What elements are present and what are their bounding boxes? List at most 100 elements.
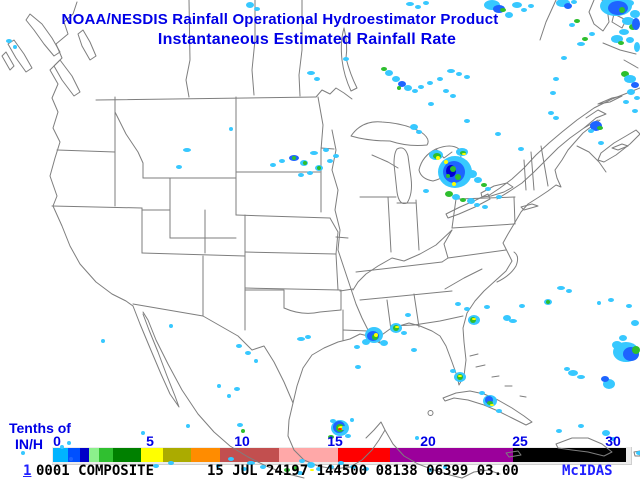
map-boundary-path [413,293,420,328]
rain-cell [632,346,640,354]
map-boundary-path [320,147,335,150]
title-line1: NOAA/NESDIS Rainfall Operational Hydroes… [61,11,499,28]
title-line2: Instantaneous Estimated Rainfall Rate [157,31,457,48]
rain-cell [333,154,339,158]
rain-cell [470,317,476,323]
rain-cell [345,434,351,438]
rain-cell [601,376,609,382]
rain-cell [619,7,625,13]
rain-cell [437,77,443,81]
rain-cell [458,375,462,377]
colorbar-tick-label: 5 [146,433,154,449]
rain-cell [474,177,482,183]
colorbar-segment [338,448,390,462]
rain-cell [246,2,254,8]
map-boundary-path [331,129,374,339]
rain-cell [468,315,480,325]
map-boundary-path [56,149,116,153]
map-boundary-path [335,253,339,291]
rain-cell [327,159,333,163]
rain-cell [603,379,615,389]
rain-cell [626,0,634,6]
rain-cell [429,150,443,160]
rain-cell [619,29,629,35]
rain-cell [354,345,360,349]
rain-cell [229,127,233,131]
rain-cell [450,166,456,172]
rain-cell [427,81,433,85]
rain-cell [487,401,493,405]
rain-cell [292,156,296,160]
map-boundary-path [441,257,449,263]
rain-cell [564,3,572,9]
rain-cell [553,77,559,81]
rain-cell [485,187,491,191]
mcidas-brand: McIDAS [562,463,613,479]
rain-cell [412,89,418,93]
map-boundary-path [418,145,462,182]
rain-cell [624,75,636,83]
rain-cell [380,340,388,346]
map-boundary-path [443,229,453,259]
rain-cell [588,129,594,133]
colorbar-segment [141,448,163,462]
colorbar-segment [191,448,220,462]
map-boundary-path [141,252,246,257]
rain-cell [333,421,345,433]
rain-cell [217,384,221,388]
map-boundary-path [335,236,349,239]
timestamp: 15 JUL 24197 144500 08138 06399 03.00 [207,463,519,479]
map-boundary-path [355,261,443,273]
rain-cell [443,161,465,183]
map-boundary-path [530,151,535,191]
rain-cell [630,10,640,18]
rain-cell [455,174,461,180]
colorbar-unit-label-line1: Tenths of [9,420,71,436]
rain-cell [365,327,383,343]
dataset-label: 0001 COMPOSITE [36,463,155,479]
rain-cell [234,387,240,391]
colorbar-unit-label-line2: IN/H [15,436,43,452]
map-boundary-path [244,287,341,291]
map-boundary-path [588,0,610,32]
rain-cell [574,19,580,23]
rain-cell [390,323,402,333]
rain-cell [305,335,311,339]
rain-cell [443,89,449,93]
rain-cell [372,334,378,340]
rain-cell [472,318,476,320]
rain-cell [557,286,565,290]
rain-cell [613,342,639,362]
rain-cell [626,304,632,308]
rain-cell [342,426,346,430]
rain-cell [245,351,251,355]
map-boundary-path [359,290,453,301]
rain-cell [279,159,285,163]
rain-cell [484,0,500,10]
rain-cell [496,195,502,199]
rain-cell [456,148,468,156]
map-boundary-path [51,205,143,209]
map-boundary-path [445,193,491,219]
rain-cell [289,155,299,161]
rain-cell [561,56,567,60]
map-boundary-path [244,251,337,255]
rain-cell [411,348,417,352]
map-boundary-path [235,214,331,219]
map-boundary-path [371,154,399,169]
rain-cell [186,424,190,428]
rain-cell [598,141,604,145]
rain-cell [629,24,637,30]
rain-cell [621,71,629,77]
rain-cell [254,359,258,363]
rain-cell [571,0,577,4]
rain-cell [183,148,191,152]
rain-cell [404,85,412,91]
map-boundary-path [352,229,453,291]
rain-cell [631,320,639,326]
rain-cell [457,374,463,380]
colorbar-segment [163,448,191,462]
map-boundary-path [386,299,392,331]
rain-cell [495,132,501,136]
